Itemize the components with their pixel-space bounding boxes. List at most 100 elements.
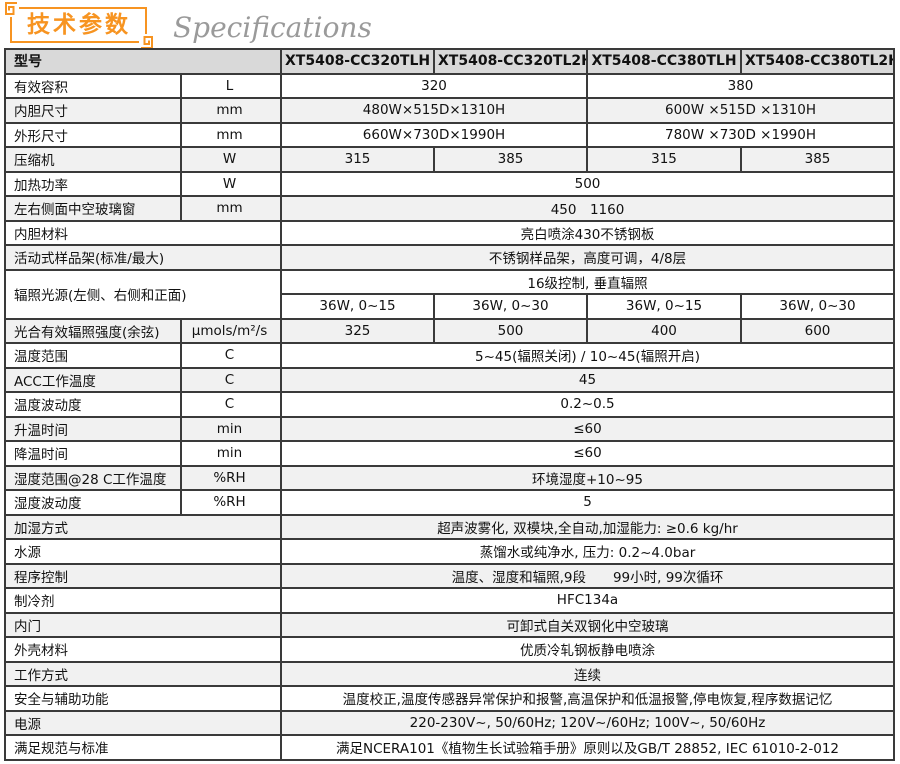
table-row: 工作方式 连续 bbox=[4, 660, 895, 687]
table-row: 压缩机 W 315 385 315 385 bbox=[4, 146, 895, 173]
spec-value: 环境湿度+10~95 bbox=[280, 464, 895, 491]
spec-value: 780W ×730D ×1990H bbox=[586, 121, 895, 148]
spec-value: 36W, 0~30 bbox=[433, 293, 588, 320]
spec-label: 内门 bbox=[4, 611, 282, 638]
spec-label: 升温时间 bbox=[4, 415, 182, 442]
spec-value: 600W ×515D ×1310H bbox=[586, 97, 895, 124]
table-row: 温度波动度 C 0.2~0.5 bbox=[4, 391, 895, 418]
spec-unit: W bbox=[180, 146, 282, 173]
spec-unit: min bbox=[180, 440, 282, 467]
spec-value: 220-230V~, 50/60Hz; 120V~/60Hz; 100V~, 5… bbox=[280, 709, 895, 736]
table-header-row: 型号 XT5408-CC320TLH XT5408-CC320TL2H XT54… bbox=[4, 48, 895, 75]
spec-value: 0.2~0.5 bbox=[280, 391, 895, 418]
spec-value: 315 bbox=[280, 146, 435, 173]
spec-label: 湿度波动度 bbox=[4, 489, 182, 516]
table-row: 加热功率 W 500 bbox=[4, 170, 895, 197]
spec-unit: C bbox=[180, 391, 282, 418]
spec-value: 45 bbox=[280, 366, 895, 393]
spec-value: 480W×515D×1310H bbox=[280, 97, 588, 124]
spec-label: 压缩机 bbox=[4, 146, 182, 173]
spec-label: 内胆尺寸 bbox=[4, 97, 182, 124]
spec-value: 满足NCERA101《植物生长试验箱手册》原则以及GB/T 28852, IEC… bbox=[280, 734, 895, 761]
spec-label: 光合有效辐照强度(余弦) bbox=[4, 317, 182, 344]
spec-value: 36W, 0~30 bbox=[740, 293, 895, 320]
greek-key-ornament-icon bbox=[1, 0, 19, 17]
spec-value: 不锈钢样品架，高度可调，4/8层 bbox=[280, 244, 895, 271]
table-row: 湿度波动度 %RH 5 bbox=[4, 489, 895, 516]
table-row: 外壳材料 优质冷轧钢板静电喷涂 bbox=[4, 636, 895, 663]
spec-unit: mm bbox=[180, 121, 282, 148]
table-row: 内胆材料 亮白喷涂430不锈钢板 bbox=[4, 219, 895, 246]
spec-label: 型号 bbox=[4, 48, 282, 75]
table-row: 外形尺寸 mm 660W×730D×1990H 780W ×730D ×1990… bbox=[4, 121, 895, 148]
page-subtitle: Specifications bbox=[173, 11, 372, 44]
spec-label: 满足规范与标准 bbox=[4, 734, 282, 761]
spec-label: 安全与辅助功能 bbox=[4, 685, 282, 712]
spec-label: 湿度范围@28 C工作温度 bbox=[4, 464, 182, 491]
spec-value: 380 bbox=[586, 72, 895, 99]
spec-value: 亮白喷涂430不锈钢板 bbox=[280, 219, 895, 246]
table-row: 满足规范与标准 满足NCERA101《植物生长试验箱手册》原则以及GB/T 28… bbox=[4, 734, 895, 761]
spec-value: 385 bbox=[740, 146, 895, 173]
spec-label: 加湿方式 bbox=[4, 513, 282, 540]
table-row: 内门 可卸式自关双钢化中空玻璃 bbox=[4, 611, 895, 638]
spec-value: 5~45(辐照关闭) / 10~45(辐照开启) bbox=[280, 342, 895, 369]
spec-value: 温度校正,温度传感器异常保护和报警,高温保护和低温报警,停电恢复,程序数据记忆 bbox=[280, 685, 895, 712]
spec-value: 500 bbox=[433, 317, 588, 344]
spec-value: 蒸馏水或纯净水, 压力: 0.2~4.0bar bbox=[280, 538, 895, 565]
table-row: 制冷剂 HFC134a bbox=[4, 587, 895, 614]
spec-label: 外壳材料 bbox=[4, 636, 282, 663]
spec-value: 温度、湿度和辐照,9段 99小时, 99次循环 bbox=[280, 562, 895, 589]
table-row: 温度范围 C 5~45(辐照关闭) / 10~45(辐照开启) bbox=[4, 342, 895, 369]
spec-label: 内胆材料 bbox=[4, 219, 282, 246]
spec-label: 有效容积 bbox=[4, 72, 182, 99]
spec-value: 连续 bbox=[280, 660, 895, 687]
spec-unit: %RH bbox=[180, 464, 282, 491]
spec-value: 660W×730D×1990H bbox=[280, 121, 588, 148]
table-row: 降温时间 min ≤60 bbox=[4, 440, 895, 467]
title-frame: 技术参数 bbox=[1, 0, 157, 51]
spec-value: ≤60 bbox=[280, 440, 895, 467]
column-header-model: XT5408-CC320TLH bbox=[280, 48, 435, 75]
spec-unit: L bbox=[180, 72, 282, 99]
column-header-model: XT5408-CC380TLH bbox=[586, 48, 742, 75]
spec-value: 5 bbox=[280, 489, 895, 516]
table-row: 左右侧面中空玻璃窗 mm 450 1160 bbox=[4, 195, 895, 222]
spec-unit: μmols/m²/s bbox=[180, 317, 282, 344]
specifications-table: 型号 XT5408-CC320TLH XT5408-CC320TL2H XT54… bbox=[4, 48, 895, 761]
table-row: 程序控制 温度、湿度和辐照,9段 99小时, 99次循环 bbox=[4, 562, 895, 589]
table-row: ACC工作温度 C 45 bbox=[4, 366, 895, 393]
spec-label: 温度波动度 bbox=[4, 391, 182, 418]
table-row: 内胆尺寸 mm 480W×515D×1310H 600W ×515D ×1310… bbox=[4, 97, 895, 124]
spec-label: 水源 bbox=[4, 538, 282, 565]
spec-value: 400 bbox=[586, 317, 742, 344]
spec-label: 工作方式 bbox=[4, 660, 282, 687]
spec-value: 450 1160 bbox=[280, 195, 895, 222]
spec-value: 385 bbox=[433, 146, 588, 173]
table-row: 安全与辅助功能 温度校正,温度传感器异常保护和报警,高温保护和低温报警,停电恢复… bbox=[4, 685, 895, 712]
spec-label: 活动式样品架(标准/最大) bbox=[4, 244, 282, 271]
column-header-model: XT5408-CC380TL2H bbox=[740, 48, 895, 75]
spec-label: 温度范围 bbox=[4, 342, 182, 369]
table-row: 加湿方式 超声波雾化, 双模块,全自动,加湿能力: ≥0.6 kg/hr bbox=[4, 513, 895, 540]
page-title: 技术参数 bbox=[27, 12, 131, 38]
table-row: 辐照光源(左侧、右侧和正面) 16级控制, 垂直辐照 bbox=[4, 268, 895, 320]
spec-value: 优质冷轧钢板静电喷涂 bbox=[280, 636, 895, 663]
table-row: 湿度范围@28 C工作温度 %RH 环境湿度+10~95 bbox=[4, 464, 895, 491]
table-row: 有效容积 L 320 380 bbox=[4, 72, 895, 99]
spec-unit: C bbox=[180, 366, 282, 393]
table-row: 活动式样品架(标准/最大) 不锈钢样品架，高度可调，4/8层 bbox=[4, 244, 895, 271]
spec-label: 制冷剂 bbox=[4, 587, 282, 614]
spec-unit: min bbox=[180, 415, 282, 442]
spec-unit: W bbox=[180, 170, 282, 197]
spec-unit: %RH bbox=[180, 489, 282, 516]
spec-value: 500 bbox=[280, 170, 895, 197]
spec-label: ACC工作温度 bbox=[4, 366, 182, 393]
spec-label: 外形尺寸 bbox=[4, 121, 182, 148]
spec-value: 可卸式自关双钢化中空玻璃 bbox=[280, 611, 895, 638]
spec-value: 16级控制, 垂直辐照 bbox=[280, 268, 895, 295]
table-row: 光合有效辐照强度(余弦) μmols/m²/s 325 500 400 600 bbox=[4, 317, 895, 344]
spec-unit: C bbox=[180, 342, 282, 369]
page-header: 技术参数 Specifications bbox=[1, 0, 372, 51]
spec-label: 辐照光源(左侧、右侧和正面) bbox=[4, 268, 282, 320]
